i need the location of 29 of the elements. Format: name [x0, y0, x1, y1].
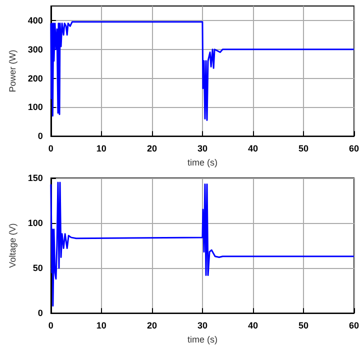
y-tick-label: 150	[28, 173, 43, 183]
x-tick-label: 20	[146, 320, 157, 331]
x-tick-label: 50	[298, 320, 308, 331]
x-tick-label: 0	[48, 320, 54, 331]
line-series	[50, 182, 355, 307]
line-series	[50, 21, 355, 121]
x-tick-label: 10	[96, 144, 106, 154]
x-tick-label: 60	[348, 320, 359, 331]
x-tick-label: 60	[348, 144, 359, 154]
y-axis-title: Voltage (V)	[8, 223, 18, 268]
x-tick-label: 40	[248, 320, 258, 331]
y-tick-label: 0	[38, 131, 43, 142]
y-tick-label: 100	[28, 218, 43, 228]
y-tick-label: 100	[28, 102, 43, 112]
y-tick-label: 400	[28, 15, 43, 26]
y-tick-label: 0	[38, 308, 43, 318]
y-tick-label: 300	[28, 44, 43, 54]
x-tick-label: 30	[197, 320, 208, 331]
x-tick-label: 50	[298, 144, 308, 154]
x-axis-title: time (s)	[187, 334, 218, 344]
x-tick-label: 20	[146, 144, 157, 154]
y-tick-label: 200	[28, 73, 43, 84]
x-tick-label: 0	[48, 144, 54, 154]
x-tick-label: 30	[197, 144, 208, 154]
x-axis-title: time (s)	[187, 158, 218, 168]
x-tick-label: 40	[248, 144, 258, 154]
y-axis-title: Power (W)	[8, 50, 18, 92]
y-tick-label: 50	[32, 263, 43, 274]
x-tick-label: 10	[96, 320, 106, 331]
